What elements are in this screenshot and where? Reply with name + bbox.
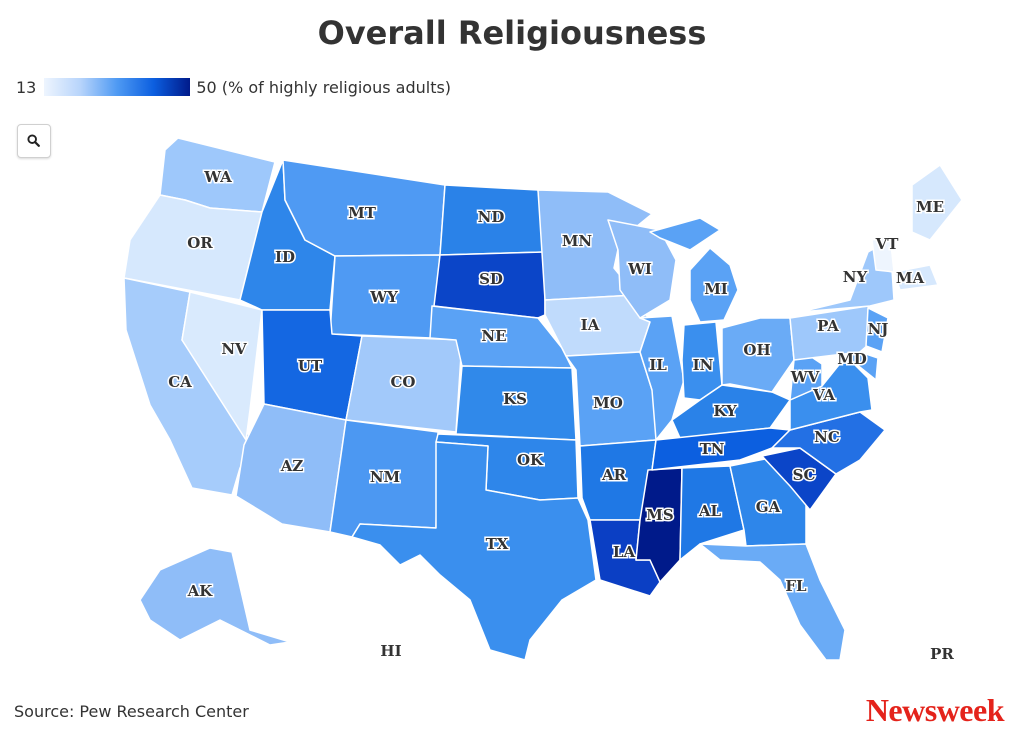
newsweek-logo: Newsweek <box>865 692 1005 728</box>
search-icon <box>27 134 40 147</box>
state-label-mn: MN <box>562 232 593 250</box>
color-legend: 13 50 (% of highly religious adults) <box>16 76 451 98</box>
state-label-nj: NJ <box>868 320 889 338</box>
state-label-va: VA <box>812 386 835 404</box>
state-al[interactable] <box>679 465 745 561</box>
state-label-ne: NE <box>481 327 506 345</box>
state-label-ut: UT <box>298 357 323 375</box>
state-label-wv: WV <box>790 368 820 386</box>
state-label-la: LA <box>613 543 636 561</box>
state-label-ia: IA <box>581 316 600 334</box>
state-label-tn: TN <box>700 440 725 458</box>
state-label-fl: FL <box>785 577 807 595</box>
state-nv[interactable] <box>181 291 263 441</box>
state-label-or: OR <box>187 234 213 252</box>
state-label-pa: PA <box>817 317 839 335</box>
search-button[interactable] <box>17 124 51 158</box>
state-label-wy: WY <box>369 288 398 306</box>
state-label-ca: CA <box>168 373 192 391</box>
state-label-oh: OH <box>743 341 770 359</box>
state-sc[interactable] <box>761 447 837 511</box>
legend-max-label: 50 (% of highly religious adults) <box>196 77 452 97</box>
state-label-mi: MI <box>704 280 728 298</box>
state-label-nm: NM <box>370 468 400 486</box>
state-label-al: AL <box>698 502 722 520</box>
state-label-mo: MO <box>593 394 623 412</box>
legend-min-label: 13 <box>16 77 37 97</box>
state-label-ky: KY <box>713 402 737 420</box>
state-label-ms: MS <box>646 506 673 524</box>
state-label-sc: SC <box>793 466 816 484</box>
state-label-vt: VT <box>875 235 900 253</box>
state-tx[interactable] <box>351 441 597 661</box>
state-label-nv: NV <box>221 340 247 358</box>
state-label-me: ME <box>916 198 944 216</box>
state-label-sd: SD <box>479 270 503 288</box>
state-label-ny: NY <box>843 268 868 286</box>
state-label-wa: WA <box>203 168 232 186</box>
state-label-wi: WI <box>627 260 652 278</box>
state-md[interactable] <box>821 351 879 381</box>
state-label-mt: MT <box>348 204 377 222</box>
state-label-il: IL <box>649 356 667 374</box>
state-label-tx: TX <box>486 535 509 553</box>
state-mi[interactable] <box>649 217 739 323</box>
state-label-co: CO <box>390 373 415 391</box>
state-wv[interactable] <box>789 355 823 401</box>
state-label-ks: KS <box>503 390 527 408</box>
state-label-ma: MA <box>896 269 925 287</box>
state-ma[interactable] <box>893 264 939 291</box>
state-label-ar: AR <box>601 466 627 484</box>
state-label-ak: AK <box>187 582 214 600</box>
map-title: Overall Religiousness <box>317 14 707 52</box>
state-nj[interactable] <box>865 307 889 353</box>
state-label-hi: HI <box>380 642 401 660</box>
state-ak[interactable] <box>139 547 291 646</box>
source-note: Source: Pew Research Center <box>14 702 249 721</box>
state-label-pr: PR <box>930 645 954 663</box>
state-me[interactable] <box>911 164 963 241</box>
state-fl[interactable] <box>699 543 846 661</box>
state-label-nc: NC <box>814 428 840 446</box>
state-sd[interactable] <box>433 251 546 319</box>
state-label-az: AZ <box>280 457 304 475</box>
legend-gradient-bar <box>44 78 191 96</box>
state-label-ok: OK <box>517 451 544 469</box>
state-label-ga: GA <box>756 498 781 516</box>
state-oh[interactable] <box>721 317 795 393</box>
state-label-id: ID <box>275 248 295 266</box>
state-label-in: IN <box>693 356 714 374</box>
state-label-nd: ND <box>478 208 505 226</box>
state-label-md: MD <box>837 350 867 368</box>
